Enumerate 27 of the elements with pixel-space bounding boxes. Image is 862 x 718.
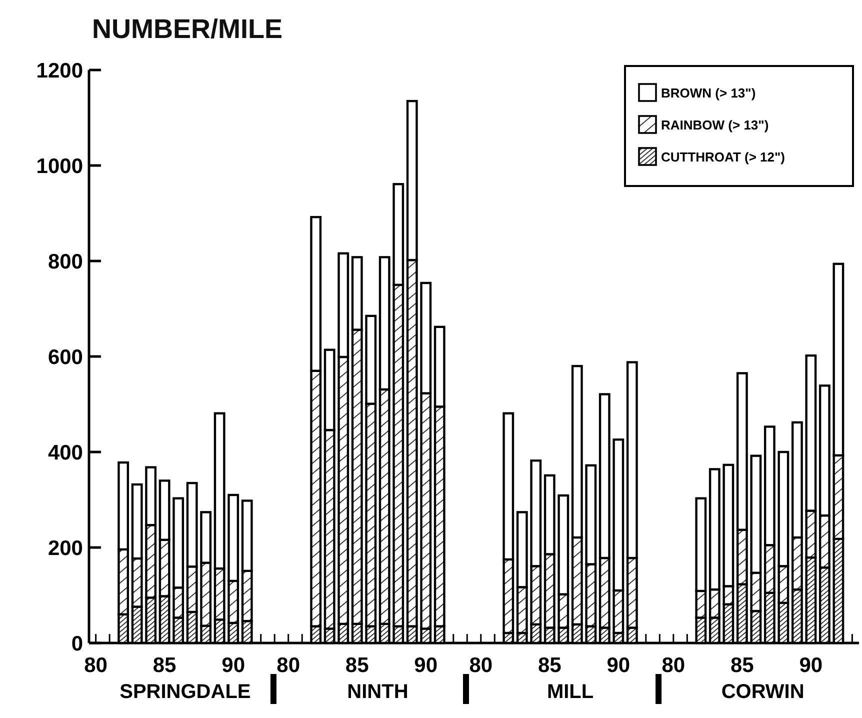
y-tick-label: 800 [48,250,83,274]
y-tick-label: 600 [48,346,83,369]
x-tick-label: 85 [538,654,562,677]
text: SPRINGDALE [120,681,251,703]
x-tick-label: 80 [84,654,108,677]
legend-label: RAINBOW (> 13") [661,118,769,133]
legend-label: BROWN (> 13") [661,86,756,101]
x-tick-label: 90 [222,654,246,677]
y-tick-label: 0 [71,632,83,656]
legend-label: CUTTHROAT (> 12") [661,150,786,165]
text: MILL [546,681,594,703]
text: CORWIN [721,681,804,703]
y-tick-label: 1200 [36,59,83,82]
y-tick-label: 200 [48,536,83,560]
x-tick-label: 90 [606,654,630,677]
x-tick-label: 80 [276,654,300,677]
x-tick-label: 80 [469,654,493,677]
x-tick-label: 85 [730,654,754,677]
y-axis-title: NUMBER/MILE [92,14,282,44]
x-tick-label: 90 [414,654,438,677]
y-tick-label: 1000 [36,154,83,178]
x-tick-label: 80 [662,654,686,677]
x-tick-label: 85 [345,654,370,677]
text: NINTH [347,681,408,703]
x-tick-label: 85 [152,654,177,677]
y-tick-label: 400 [48,441,83,464]
x-tick-label: 90 [799,654,823,677]
